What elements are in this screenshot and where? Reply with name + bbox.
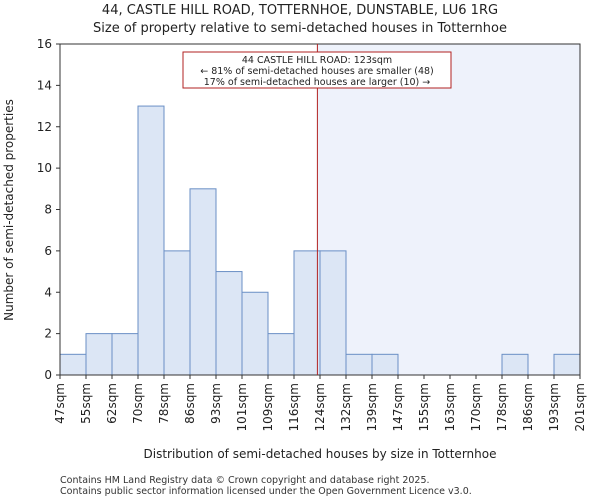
bar-47sqm <box>59 353 87 376</box>
x-tick-label: 47sqm <box>53 383 67 424</box>
annotation-line-3: 17% of semi-detached houses are larger (… <box>204 77 431 88</box>
y-tick-label: 8 <box>44 203 52 217</box>
x-tick-label: 55sqm <box>79 383 93 424</box>
x-axis-label: Distribution of semi-detached houses by … <box>144 447 497 461</box>
bar-93sqm <box>215 271 243 376</box>
x-tick-label: 62sqm <box>105 383 119 424</box>
bar-86sqm <box>189 188 217 376</box>
y-axis-ticks: 0 2 4 6 8 10 12 14 16 <box>37 37 60 382</box>
x-tick-label: 70sqm <box>131 383 145 424</box>
bar-70sqm <box>137 105 165 376</box>
x-tick-label: 139sqm <box>365 383 379 431</box>
x-tick-label: 201sqm <box>573 383 587 431</box>
x-tick-label: 170sqm <box>469 383 483 431</box>
x-tick-label: 78sqm <box>157 383 171 424</box>
x-axis-ticks: 47sqm 55sqm 62sqm 70sqm 78sqm 86sqm 93sqm 101sq… <box>53 375 587 431</box>
bar-109sqm <box>267 333 295 376</box>
x-tick-label: 101sqm <box>235 383 249 431</box>
bar-116sqm <box>293 250 321 376</box>
footer-line-1: Contains HM Land Registry data © Crown c… <box>60 475 430 486</box>
y-tick-label: 12 <box>37 120 52 134</box>
bar-55sqm <box>85 333 113 376</box>
bar-193sqm <box>553 353 581 376</box>
y-tick-label: 6 <box>44 244 52 258</box>
x-tick-label: 163sqm <box>443 383 457 431</box>
x-tick-label: 124sqm <box>313 383 327 431</box>
y-tick-label: 2 <box>44 327 52 341</box>
bar-62sqm <box>111 333 139 376</box>
x-tick-label: 147sqm <box>391 383 405 431</box>
larger-properties-region <box>317 44 580 375</box>
y-tick-label: 16 <box>37 37 52 51</box>
x-tick-label: 109sqm <box>261 383 275 431</box>
y-tick-label: 14 <box>37 78 52 92</box>
x-tick-label: 86sqm <box>183 383 197 424</box>
y-tick-label: 10 <box>37 161 52 175</box>
bar-139sqm <box>371 353 399 376</box>
x-tick-label: 93sqm <box>209 383 223 424</box>
annotation-box <box>182 51 452 89</box>
chart-title-line2: Size of property relative to semi-detach… <box>93 21 507 36</box>
bar-178sqm <box>501 353 529 376</box>
x-tick-label: 132sqm <box>339 383 353 431</box>
bar-132sqm <box>345 353 373 376</box>
y-tick-label: 4 <box>44 285 52 299</box>
y-axis-label: Number of semi-detached properties <box>2 99 16 321</box>
bar-124sqm <box>319 250 347 376</box>
bar-101sqm <box>241 291 269 376</box>
bar-78sqm <box>163 250 191 376</box>
x-tick-label: 116sqm <box>287 383 301 431</box>
annotation-line-1: 44 CASTLE HILL ROAD: 123sqm <box>242 55 392 66</box>
x-tick-label: 193sqm <box>547 383 561 431</box>
annotation-line-2: ← 81% of semi-detached houses are smalle… <box>200 66 434 77</box>
x-tick-label: 178sqm <box>495 383 509 431</box>
y-tick-label: 0 <box>44 368 52 382</box>
x-tick-label: 155sqm <box>417 383 431 431</box>
footer-line-2: Contains public sector information licen… <box>60 486 472 497</box>
chart-title-line1: 44, CASTLE HILL ROAD, TOTTERNHOE, DUNSTA… <box>102 3 498 18</box>
x-tick-label: 186sqm <box>521 383 535 431</box>
bars <box>59 105 581 376</box>
